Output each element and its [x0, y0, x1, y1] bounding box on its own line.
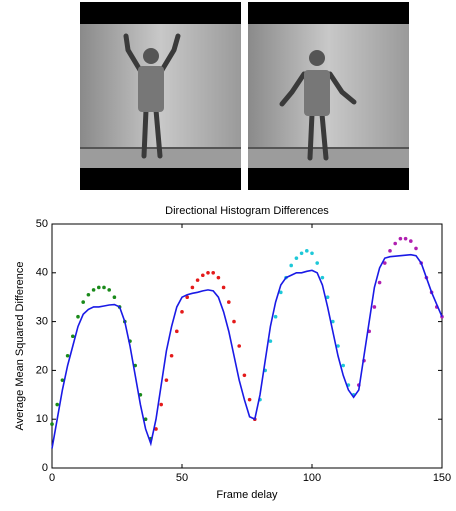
data-dot — [86, 292, 91, 297]
data-dot — [273, 314, 278, 319]
data-dot — [383, 261, 387, 265]
data-dot — [377, 280, 382, 285]
chart-title: Directional Histogram Differences — [165, 205, 329, 217]
y-tick-label: 0 — [42, 462, 48, 474]
x-tick-label: 100 — [303, 472, 321, 484]
data-dot — [143, 417, 148, 422]
data-dot — [414, 246, 418, 251]
data-dot — [159, 402, 163, 407]
data-dot — [398, 236, 403, 241]
data-dot — [206, 271, 210, 275]
data-line — [51, 253, 443, 449]
data-dot — [268, 339, 273, 343]
data-dot — [180, 310, 184, 314]
data-dot — [289, 263, 294, 268]
data-dot — [232, 319, 236, 324]
photo-arms-down — [248, 2, 409, 190]
data-dot — [211, 271, 215, 275]
data-dot — [195, 278, 200, 282]
data-dot — [76, 314, 80, 319]
data-dot — [341, 363, 346, 368]
data-dot — [403, 236, 408, 241]
data-dot — [221, 285, 226, 290]
data-dot — [55, 402, 59, 407]
data-dot — [305, 249, 309, 253]
data-dot — [185, 295, 189, 300]
y-tick-label: 30 — [36, 316, 48, 328]
data-dot — [102, 285, 106, 290]
data-dot — [154, 427, 158, 431]
data-dot — [315, 261, 320, 265]
data-dot — [201, 273, 205, 278]
x-tick-label: 0 — [49, 472, 55, 484]
data-dot — [216, 275, 221, 280]
x-tick-label: 50 — [176, 472, 188, 484]
data-dot — [294, 256, 299, 260]
data-dot — [279, 290, 283, 295]
y-tick-label: 10 — [36, 413, 48, 425]
data-dot — [247, 397, 252, 402]
y-axis-label: Average Mean Squared Difference — [14, 262, 26, 431]
data-dot — [388, 249, 392, 253]
data-dot — [81, 300, 85, 304]
data-dot — [237, 344, 241, 348]
data-dot — [320, 275, 325, 280]
x-tick-label: 150 — [433, 472, 451, 484]
data-dot — [97, 285, 101, 290]
y-tick-label: 50 — [36, 218, 48, 230]
data-dot — [175, 329, 179, 334]
data-dot — [227, 300, 231, 304]
data-dot — [310, 251, 314, 256]
data-dot — [91, 288, 96, 292]
x-axis-label: Frame delay — [216, 489, 278, 501]
data-dot — [325, 295, 330, 300]
plot-frame — [51, 223, 443, 469]
data-dot — [336, 344, 340, 348]
data-dot — [393, 241, 398, 246]
data-dot — [65, 353, 70, 358]
data-dot — [60, 378, 65, 382]
data-dot — [190, 285, 195, 290]
data-dot — [112, 295, 117, 300]
data-dot — [164, 378, 169, 382]
y-tick-label: 20 — [36, 364, 48, 376]
data-dot — [71, 334, 75, 339]
data-dot — [299, 251, 304, 256]
y-tick-label: 40 — [36, 267, 48, 279]
data-dot — [242, 373, 247, 378]
data-dot — [169, 353, 174, 358]
data-dot — [50, 422, 54, 426]
data-dot — [372, 305, 377, 309]
data-dot — [409, 239, 413, 243]
photo-arms-up — [80, 2, 241, 190]
data-dot — [331, 319, 335, 324]
data-dot — [107, 288, 111, 292]
